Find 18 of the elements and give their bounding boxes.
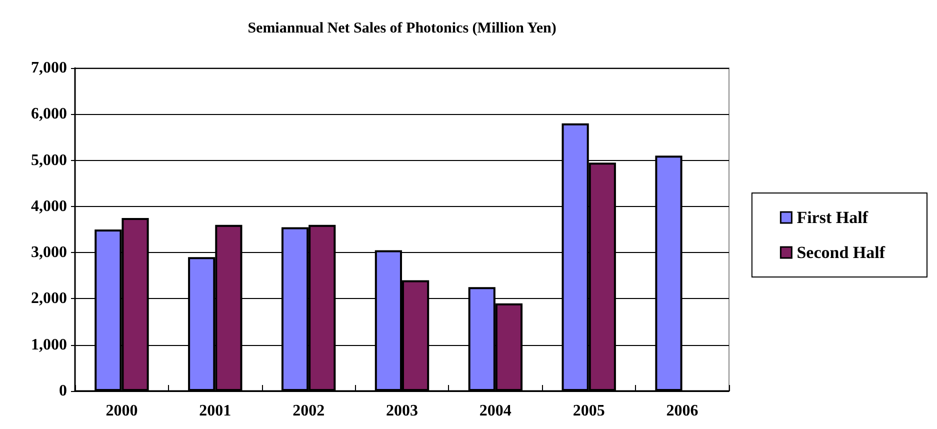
y-tick-label: 0	[59, 382, 67, 400]
y-tick-label: 1,000	[31, 336, 67, 354]
y-tick-label: 3,000	[31, 244, 67, 262]
y-tick-label: 2,000	[31, 290, 67, 308]
y-tick-label: 6,000	[31, 106, 67, 123]
x-tick-label: 2005	[572, 402, 605, 420]
x-tick-label: 2002	[292, 402, 325, 420]
legend-label: Second Half	[796, 243, 886, 262]
chart-title: Semiannual Net Sales of Photonics (Million Yen)	[248, 20, 556, 36]
x-tick-label: 2001	[199, 402, 232, 420]
y-tick-label: 5,000	[31, 152, 67, 169]
x-tick-label: 2004	[479, 402, 512, 420]
x-tick-label: 2000	[106, 402, 138, 420]
y-tick-label: 7,000	[31, 60, 67, 76]
y-tick-label: 4,000	[31, 198, 67, 215]
x-tick-label: 2006	[666, 402, 698, 420]
legend-label: First Half	[796, 208, 868, 227]
x-tick-label: 2003	[386, 402, 418, 420]
